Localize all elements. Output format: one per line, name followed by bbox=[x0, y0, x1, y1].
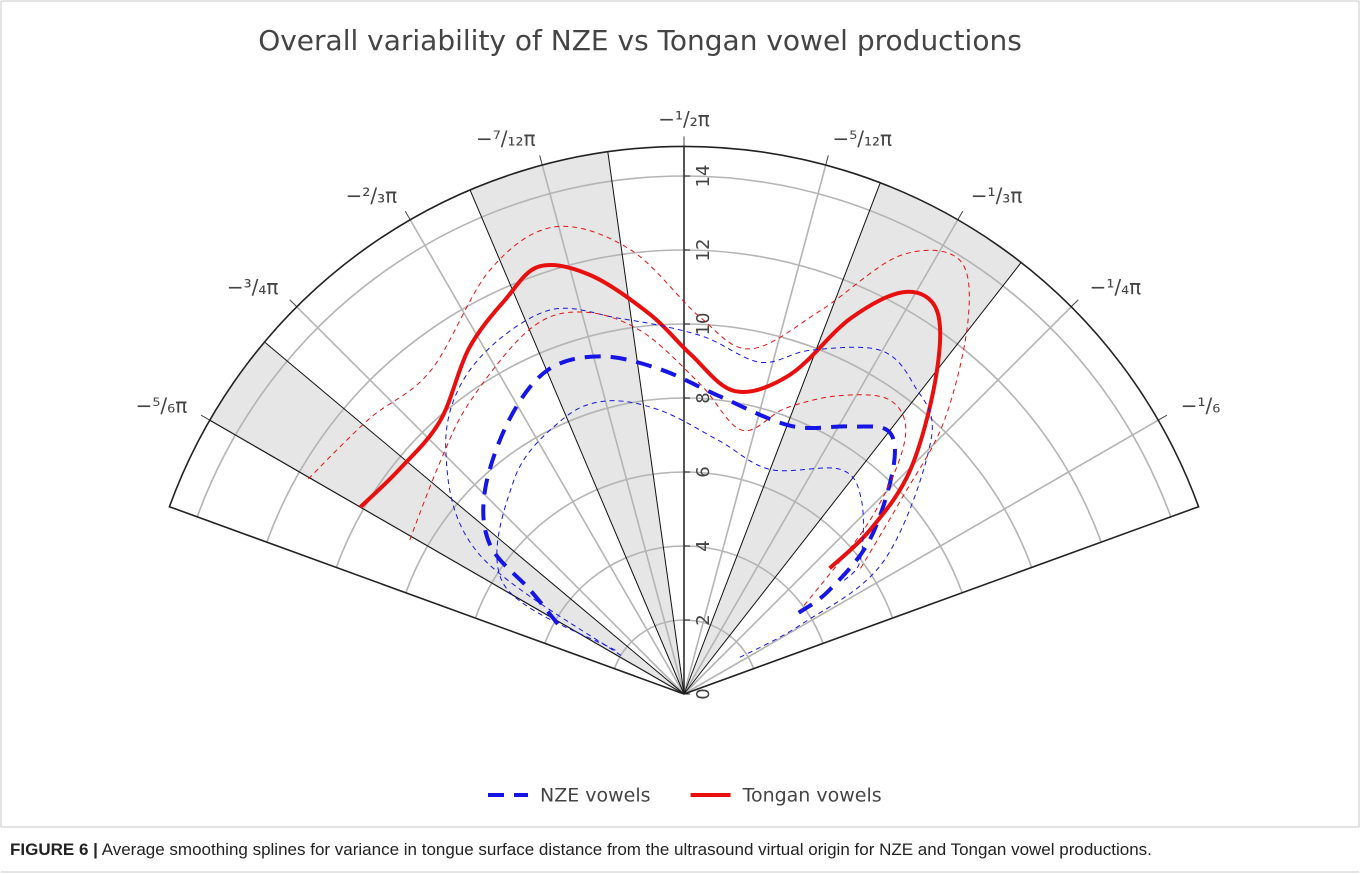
theta-tick bbox=[289, 299, 298, 308]
series-curve bbox=[481, 354, 897, 626]
shaded-sector bbox=[684, 182, 1022, 694]
r-tick-label: 0 bbox=[693, 688, 714, 699]
theta-tick-label: −⁵/₁₂π bbox=[832, 126, 892, 150]
caption-label: FIGURE 6 | bbox=[10, 840, 98, 859]
theta-tick-label: −⁵/₆π bbox=[136, 394, 188, 418]
sector-edge bbox=[264, 341, 685, 695]
sector-edge bbox=[209, 419, 685, 695]
theta-tick-label: −¹/₆ bbox=[1181, 394, 1221, 418]
theta-tick bbox=[1157, 414, 1168, 421]
series-curve bbox=[496, 400, 864, 651]
grid-spoke bbox=[683, 306, 1072, 695]
r-tick-label: 6 bbox=[693, 466, 714, 477]
theta-tick bbox=[957, 210, 964, 221]
theta-tick bbox=[1070, 299, 1079, 308]
r-tick-label: 10 bbox=[693, 313, 714, 336]
r-tick-label: 2 bbox=[693, 614, 714, 625]
theta-tick-label: −¹/₂π bbox=[658, 107, 710, 131]
legend-label: NZE vowels bbox=[540, 785, 651, 807]
grid-spoke bbox=[296, 306, 685, 695]
r-tick-label: 8 bbox=[693, 392, 714, 403]
theta-tick bbox=[825, 155, 829, 166]
series-curve bbox=[445, 307, 933, 660]
theta-tick-label: −²/₃π bbox=[346, 184, 398, 208]
sector-edge bbox=[683, 182, 881, 695]
r-tick-label: 4 bbox=[693, 540, 714, 551]
theta-tick-label: −³/₄π bbox=[227, 275, 279, 299]
frame bbox=[0, 0, 1360, 828]
theta-tick bbox=[404, 210, 411, 221]
grid-spoke bbox=[683, 419, 1159, 695]
caption: FIGURE 6 | Average smoothing splines for… bbox=[10, 840, 1152, 859]
shaded-sector bbox=[470, 151, 684, 695]
sector-edge bbox=[607, 151, 685, 695]
theta-tick-label: −¹/₄π bbox=[1090, 275, 1142, 299]
series-curve bbox=[307, 225, 970, 571]
grid-spoke bbox=[683, 164, 827, 695]
theta-tick bbox=[200, 414, 211, 421]
theta-tick bbox=[539, 155, 543, 166]
theta-tick-label: −⁷/₁₂π bbox=[476, 126, 536, 150]
legend-label: Tongan vowels bbox=[742, 785, 882, 807]
theta-tick-label: −¹/₃π bbox=[971, 184, 1023, 208]
sector-edge bbox=[683, 262, 1022, 695]
grid-spoke bbox=[409, 219, 685, 695]
series-curve bbox=[358, 262, 943, 570]
chart-title: Overall variability of NZE vs Tongan vow… bbox=[258, 24, 1022, 57]
sector-edge bbox=[469, 189, 685, 695]
grid-spoke bbox=[541, 164, 685, 695]
grid-spoke bbox=[683, 219, 959, 695]
series-curve bbox=[409, 311, 907, 610]
caption-text: Average smoothing splines for variance i… bbox=[102, 840, 1152, 859]
r-tick-label: 14 bbox=[693, 165, 714, 188]
r-tick-label: 12 bbox=[693, 239, 714, 262]
